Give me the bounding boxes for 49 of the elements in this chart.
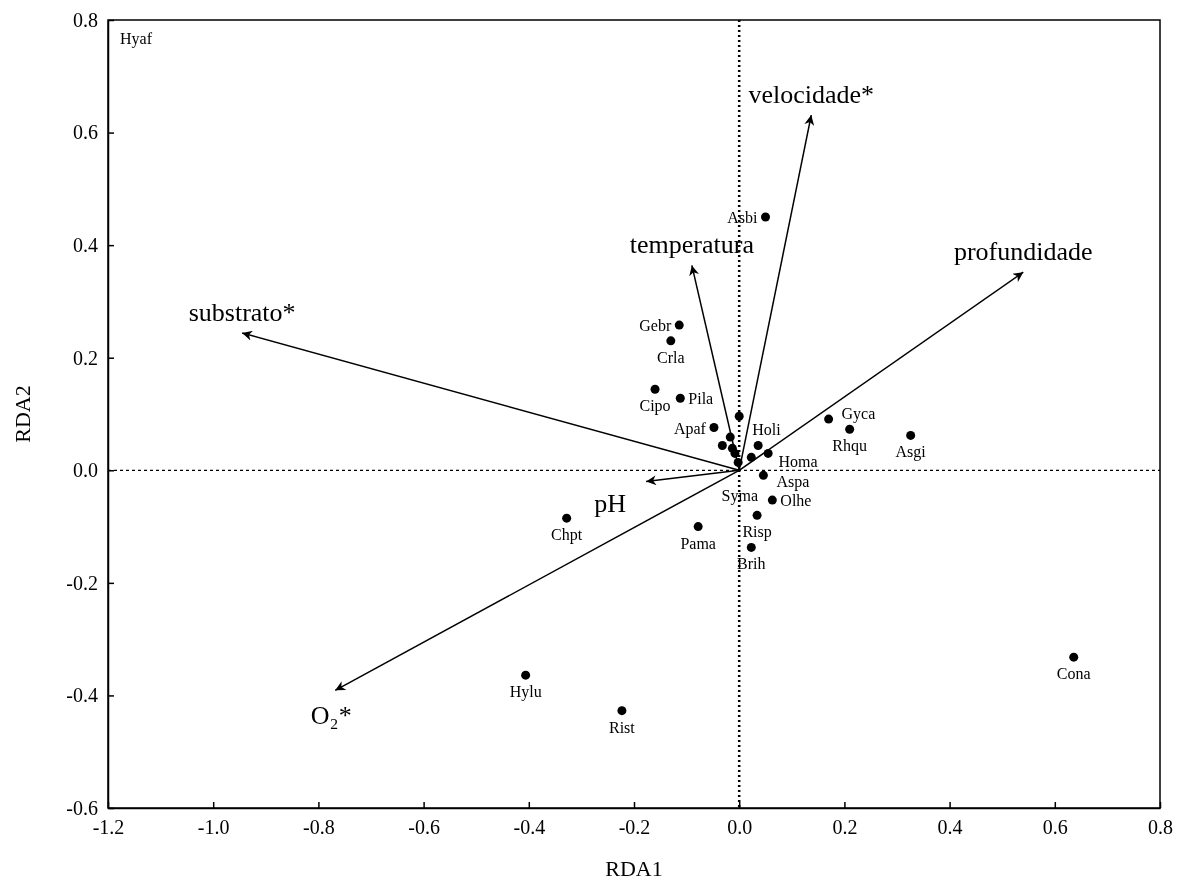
y-tick-label: 0.4 — [73, 234, 98, 257]
y-tick-label: 0.8 — [73, 8, 98, 31]
annotation: Rhqu — [832, 437, 867, 456]
x-tick-label: 0.0 — [727, 816, 753, 839]
y-tick-label: 0.2 — [73, 346, 98, 369]
annotation: Pila — [688, 390, 714, 408]
annotation: Hylu — [509, 683, 542, 702]
annotation: Homa — [778, 452, 818, 470]
x-tick-label: 0.4 — [937, 816, 963, 839]
annotation: Crla — [657, 348, 685, 366]
annotation: Gebr — [639, 317, 672, 335]
x-tick-label: -0.6 — [408, 816, 440, 839]
series-label: substrato* — [188, 297, 296, 327]
annotation: Asbi — [727, 209, 759, 226]
x-tick-label: 0.8 — [1148, 816, 1173, 839]
y-tick-label: -0.2 — [66, 571, 98, 594]
x-axis-title: RDA1 — [605, 856, 663, 881]
annotation: Holi — [752, 420, 782, 438]
x-tick-label: 0.6 — [1042, 816, 1068, 839]
annotation: Gyca — [841, 404, 876, 423]
annotation: Olhe — [780, 492, 812, 510]
y-tick-label: -0.6 — [66, 796, 98, 819]
y-tick-label: -0.4 — [66, 684, 98, 707]
series-label: velocidade* — [748, 80, 875, 110]
y-tick-label: 0.0 — [73, 459, 98, 482]
annotation: Pama — [680, 534, 716, 552]
annotation: Chpt — [551, 526, 583, 545]
x-tick-label: -1.2 — [92, 816, 125, 839]
y-tick-label: 0.6 — [73, 121, 98, 144]
annotation: Risp — [742, 523, 772, 542]
x-tick-label: 0.2 — [832, 816, 858, 839]
annotation: Brih — [737, 555, 766, 573]
annotation: Aspa — [776, 472, 810, 491]
annotation: Hyaf — [120, 30, 153, 48]
x-tick-label: -0.2 — [618, 816, 651, 839]
x-tick-label: -1.0 — [197, 816, 230, 839]
annotation: Cipo — [639, 397, 671, 416]
annotation: Rist — [609, 718, 636, 736]
series-label: profundidade — [953, 237, 1093, 267]
series-label: O₂* — [310, 701, 352, 731]
y-axis-title: RDA2 — [10, 385, 35, 443]
x-tick-label: -0.4 — [513, 816, 546, 839]
annotation: Cona — [1056, 665, 1091, 683]
annotation: Asgi — [895, 443, 927, 462]
annotation: Syma — [721, 487, 759, 506]
annotation: Apaf — [673, 419, 707, 438]
series-label: pH — [594, 488, 627, 518]
series-label: temperatura — [629, 230, 755, 260]
x-tick-label: -0.8 — [303, 816, 335, 839]
